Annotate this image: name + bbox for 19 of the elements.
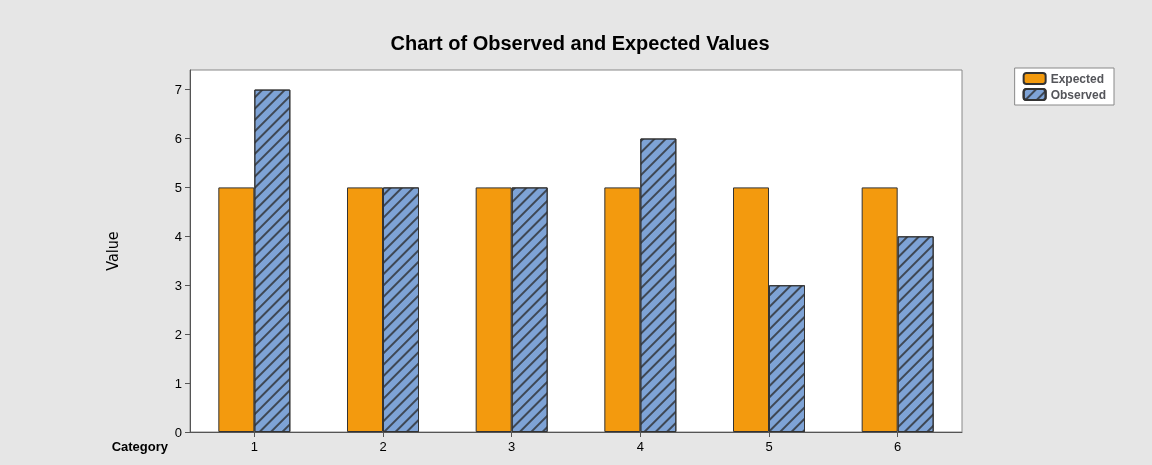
x-tick-label: 2 bbox=[379, 439, 387, 454]
legend-label: Observed bbox=[1050, 87, 1106, 102]
legend-label: Expected bbox=[1050, 71, 1104, 86]
x-tick-label: 4 bbox=[636, 439, 644, 454]
y-tick-label: 5 bbox=[174, 179, 182, 195]
y-tick-label: 0 bbox=[174, 424, 182, 440]
y-axis-title: Value bbox=[102, 231, 122, 271]
y-tick-label: 4 bbox=[174, 228, 182, 244]
y-tick-label: 1 bbox=[174, 375, 182, 391]
y-tick-label: 6 bbox=[174, 130, 182, 146]
x-axis-title: Category bbox=[111, 439, 169, 454]
y-tick-label: 2 bbox=[174, 326, 182, 342]
chart-title: Chart of Observed and Expected Values bbox=[390, 32, 770, 54]
y-tick-label: 3 bbox=[174, 277, 182, 293]
x-tick-label: 5 bbox=[765, 439, 773, 454]
x-tick-label: 6 bbox=[894, 439, 902, 454]
y-tick-label: 7 bbox=[174, 82, 182, 98]
x-tick-label: 1 bbox=[250, 439, 258, 454]
x-tick-label: 3 bbox=[508, 439, 516, 454]
